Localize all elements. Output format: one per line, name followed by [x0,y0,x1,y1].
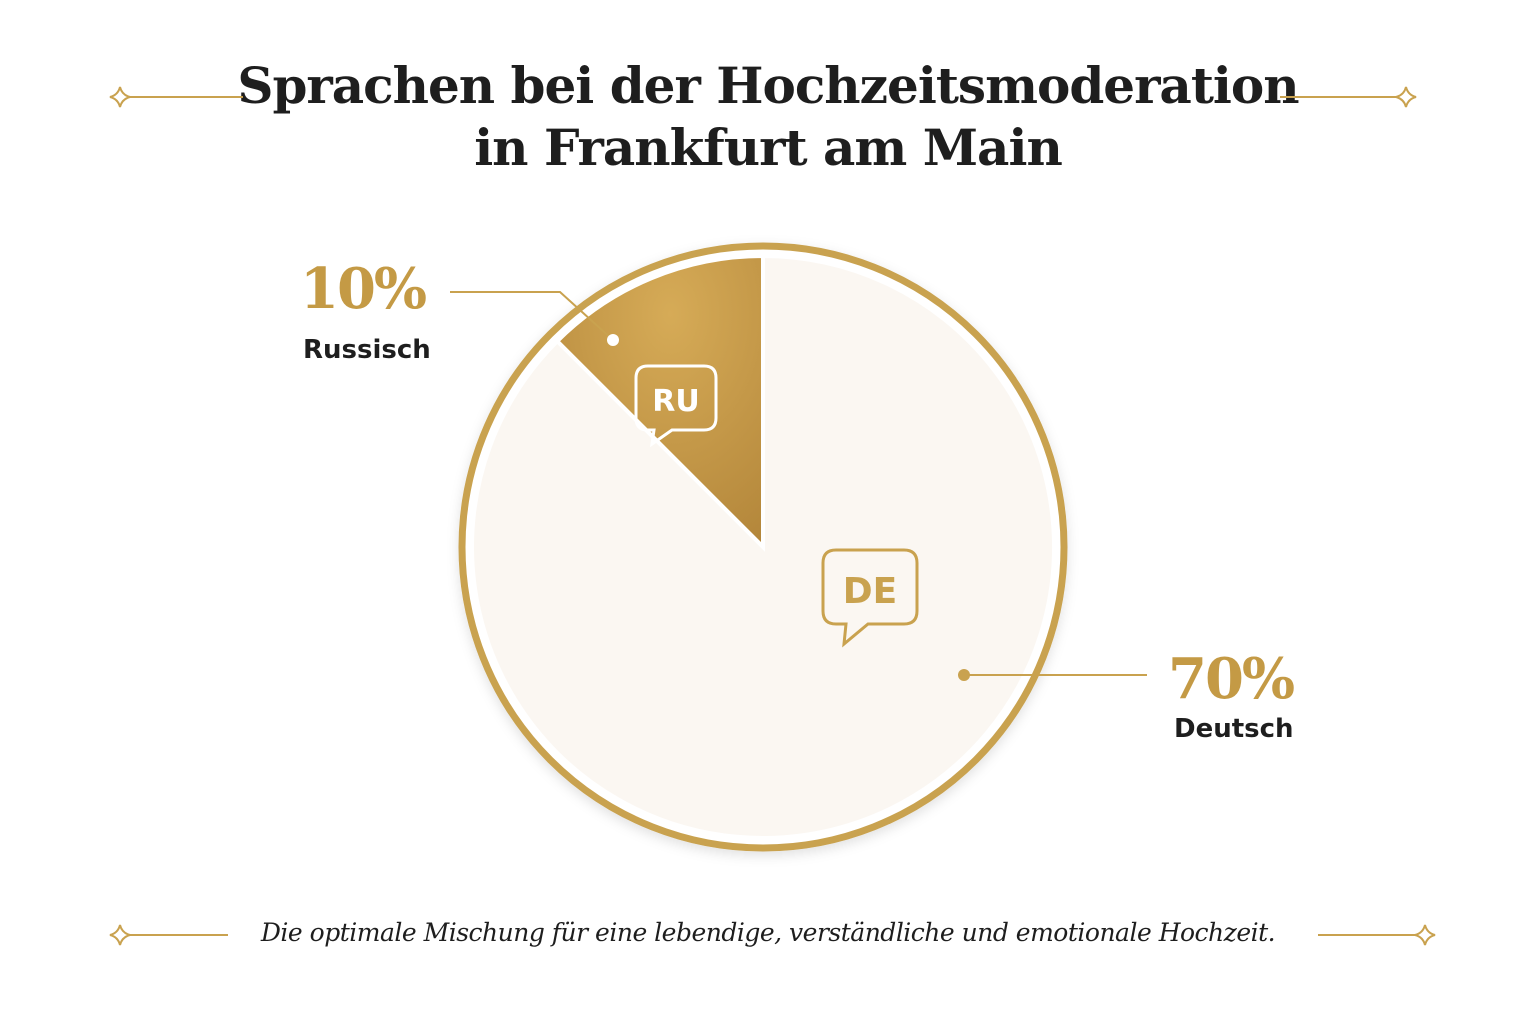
speech-bubble-de-icon: DE [821,548,919,648]
pie-slice-russisch [554,253,765,552]
slice-code-de: DE [843,571,897,612]
title-line-1: Sprachen bei der Hochzeitsmoderation [237,56,1299,115]
pie-slice-deutsch [470,253,1056,840]
ornament-footer-left [109,924,228,946]
leader-line-russisch [450,291,619,346]
ornament-footer-right [1318,924,1436,946]
data-label-deutsch: Deutsch [1174,714,1294,744]
data-label-deutsch-percent: 70% [1168,646,1295,712]
chart-title: Sprachen bei der Hochzeitsmoderation in … [0,55,1536,179]
leader-line-deutsch [958,669,1147,681]
speech-bubble-ru-icon: RU [634,364,718,448]
data-label-russisch-percent: 10% [300,256,427,322]
title-line-2: in Frankfurt am Main [474,118,1063,177]
ornament-title-right [1280,86,1417,108]
slice-code-ru: RU [652,384,699,419]
ornament-title-left [109,86,243,108]
chart-subtitle: Die optimale Mischung für eine lebendige… [260,918,1276,947]
data-label-russisch: Russisch [303,335,431,365]
